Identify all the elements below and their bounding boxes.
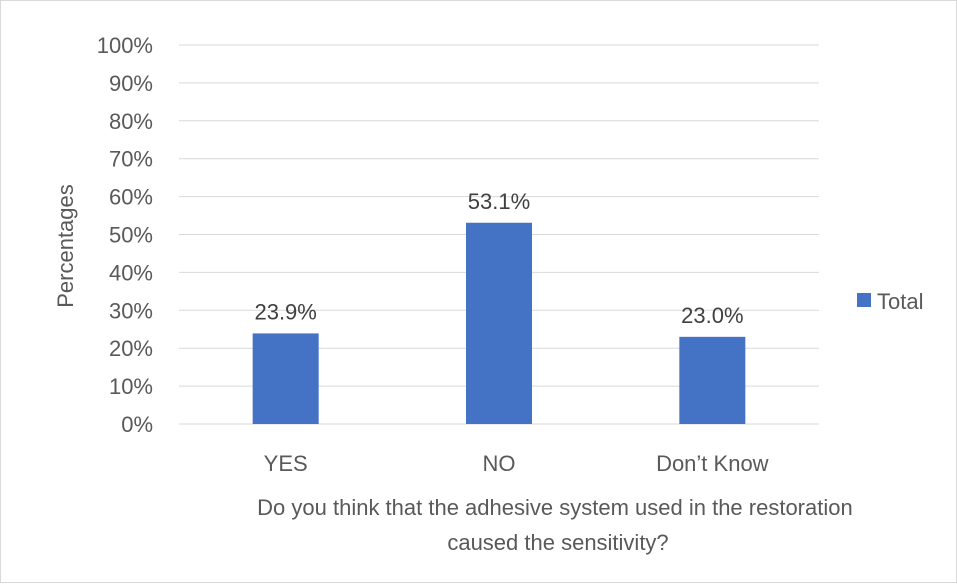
y-tick-label: 60% [109, 185, 153, 210]
legend-swatch-total [857, 293, 871, 307]
legend: Total [857, 289, 923, 314]
data-label-1: 53.1% [468, 189, 530, 214]
x-axis-categories: YES NO Don’t Know [264, 451, 769, 476]
y-tick-label: 50% [109, 223, 153, 248]
legend-label-total: Total [877, 289, 923, 314]
y-tick-label: 10% [109, 374, 153, 399]
data-label-2: 23.0% [681, 303, 743, 328]
x-axis-title-line-2: caused the sensitivity? [447, 530, 668, 555]
y-axis-ticks: 0% 10% 20% 30% 40% 50% 60% 70% 80% 90% 100% [97, 33, 153, 437]
bar-2 [679, 336, 746, 424]
y-tick-label: 80% [109, 109, 153, 134]
x-category-label-0: YES [264, 451, 308, 476]
data-labels: 23.9% 53.1% 23.0% [254, 189, 743, 328]
x-axis-title: Do you think that the adhesive system us… [257, 495, 859, 555]
y-tick-label: 30% [109, 298, 153, 323]
y-tick-label: 90% [109, 71, 153, 96]
y-tick-label: 20% [109, 336, 153, 361]
bars [252, 222, 746, 424]
bar-1 [466, 222, 532, 424]
data-label-0: 23.9% [254, 299, 316, 324]
y-axis-title: Percentages [53, 184, 78, 308]
x-category-label-1: NO [483, 451, 516, 476]
x-category-label-2: Don’t Know [656, 451, 769, 476]
x-axis-title-line-1: Do you think that the adhesive system us… [257, 495, 853, 520]
bar-0 [252, 333, 319, 424]
y-tick-label: 40% [109, 260, 153, 285]
y-tick-label: 0% [121, 412, 153, 437]
y-tick-label: 100% [97, 33, 153, 58]
y-tick-label: 70% [109, 147, 153, 172]
